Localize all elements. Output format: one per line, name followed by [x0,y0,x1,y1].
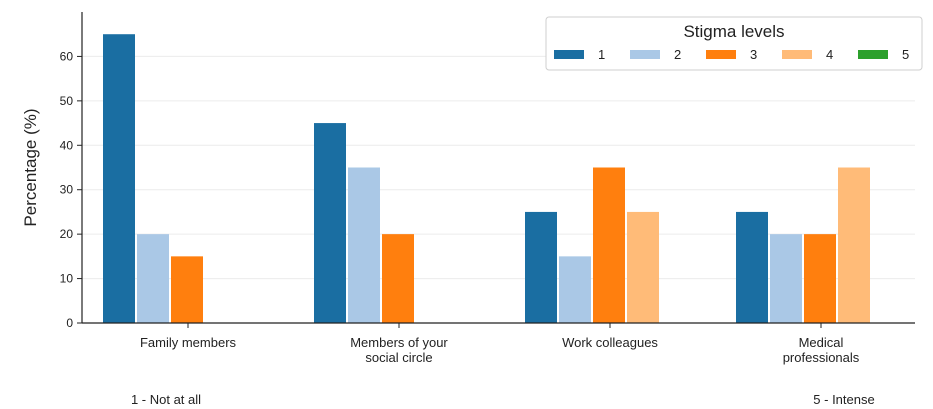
y-tick-label: 30 [60,183,74,197]
bar [103,34,135,323]
bar [593,167,625,323]
bar [736,211,768,323]
bar [525,211,557,323]
bar-group [103,34,870,323]
y-tick-label: 0 [66,316,73,330]
y-tick-label: 60 [60,49,74,63]
y-tick-label: 10 [60,272,74,286]
bar [171,256,203,323]
y-axis-title: Percentage (%) [21,108,40,226]
legend-label: 4 [826,47,833,62]
category-labels: Family members Members of your social circ… [140,323,860,365]
bar [838,167,870,323]
legend-swatch [630,50,660,59]
legend-swatch [706,50,736,59]
bar [314,123,346,323]
legend-label: 5 [902,47,909,62]
legend-label: 1 [598,47,605,62]
category-label: Medical professionals [783,335,860,365]
y-tick-label: 20 [60,227,74,241]
bar [559,256,591,323]
bar [627,211,659,323]
bar [348,167,380,323]
category-label: Family members [140,335,237,350]
scale-note-low: 1 - Not at all [131,392,201,407]
bar [382,234,414,323]
y-tick-label: 50 [60,94,74,108]
axes [81,12,915,324]
category-label: Members of your social circle [350,335,448,365]
scale-note-high: 5 - Intense [813,392,874,407]
legend-title: Stigma levels [683,22,784,41]
legend: Stigma levels 1 2 3 4 5 [545,16,923,71]
bar [804,234,836,323]
legend-swatch [554,50,584,59]
y-ticks: 0 10 20 30 40 50 60 [60,49,82,330]
legend-label: 2 [674,47,681,62]
legend-swatch [782,50,812,59]
bar [137,234,169,323]
category-label: Work colleagues [562,335,658,350]
bar [770,234,802,323]
legend-label: 3 [750,47,757,62]
y-tick-label: 40 [60,138,74,152]
legend-swatch [858,50,888,59]
